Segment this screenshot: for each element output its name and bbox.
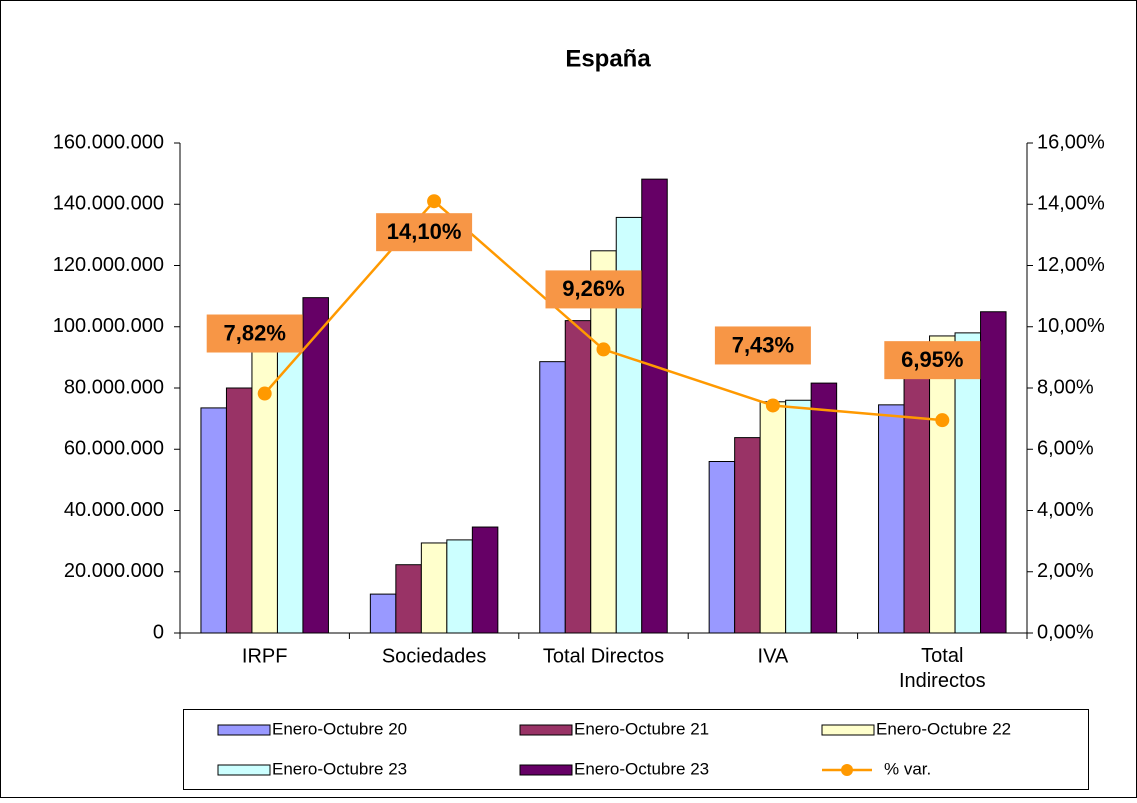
legend-label: Enero-Octubre 23: [272, 759, 407, 778]
line-point: [427, 194, 442, 209]
data-label-box: [884, 341, 981, 380]
bar: [759, 401, 787, 634]
bar: [734, 437, 761, 634]
y-tick-label: 160.000.000: [53, 131, 164, 153]
x-tick-label: Sociedades: [382, 645, 487, 667]
bar: [929, 335, 956, 634]
bar: [446, 539, 473, 634]
bar: [200, 407, 227, 634]
legend-swatch: [217, 764, 271, 776]
bar: [395, 564, 422, 634]
legend-swatch: [519, 764, 573, 776]
x-tick-label: IRPF: [242, 645, 288, 667]
y2-tick-label: 14,00%: [1037, 193, 1105, 215]
y2-tick-label: 2,00%: [1037, 560, 1094, 582]
data-label: 7,82%: [224, 320, 286, 345]
bar: [954, 332, 982, 634]
data-label-box: [714, 326, 811, 365]
legend-label: % var.: [884, 759, 931, 778]
bar: [708, 461, 736, 634]
legend-label: Enero-Octubre 20: [272, 719, 407, 738]
data-label: 14,10%: [387, 219, 462, 244]
line-point: [935, 413, 950, 428]
bar: [369, 593, 397, 634]
y2-tick-label: 6,00%: [1037, 438, 1094, 460]
line-point: [765, 398, 780, 413]
line-point: [257, 386, 272, 401]
data-label-box: [206, 314, 303, 353]
bar: [276, 320, 304, 634]
x-tick-label: Total Indirectos: [899, 645, 986, 692]
bar: [641, 178, 668, 634]
legend-label: Enero-Octubre 21: [574, 719, 709, 738]
y-tick-label: 60.000.000: [64, 438, 164, 460]
bar: [878, 404, 905, 634]
y-tick-label: 20.000.000: [64, 560, 164, 582]
legend-label: Enero-Octubre 22: [876, 719, 1011, 738]
bar: [785, 399, 812, 634]
x-tick-label: IVA: [758, 645, 789, 667]
bar: [980, 311, 1007, 634]
legend-swatch: [821, 724, 875, 736]
bar: [225, 387, 253, 634]
y2-tick-label: 4,00%: [1037, 499, 1094, 521]
bar: [564, 320, 592, 634]
y2-tick-label: 8,00%: [1037, 376, 1094, 398]
legend: [183, 709, 1089, 790]
y-tick-label: 0: [153, 621, 164, 643]
data-label-box: [545, 270, 642, 309]
line-point: [596, 342, 611, 357]
legend-swatch: [519, 724, 573, 736]
legend-swatch: [217, 724, 271, 736]
bar: [590, 250, 617, 634]
y2-tick-label: 12,00%: [1037, 254, 1105, 276]
y-tick-label: 80.000.000: [64, 376, 164, 398]
bar: [903, 374, 931, 634]
data-label: 6,95%: [901, 347, 963, 372]
y2-tick-label: 10,00%: [1037, 315, 1105, 337]
legend-label: Enero-Octubre 23: [574, 759, 709, 778]
x-tick-label: Total Directos: [543, 645, 664, 667]
y-tick-label: 140.000.000: [53, 193, 164, 215]
chart-title: España: [565, 45, 651, 72]
y-tick-label: 120.000.000: [53, 254, 164, 276]
data-label: 9,26%: [562, 276, 624, 301]
bar: [471, 526, 499, 634]
bar: [810, 382, 838, 634]
y2-tick-label: 0,00%: [1037, 621, 1094, 643]
legend-marker: [841, 764, 853, 776]
y-tick-label: 40.000.000: [64, 499, 164, 521]
data-label-box: [376, 213, 473, 252]
bar: [539, 361, 566, 634]
y-tick-label: 100.000.000: [53, 315, 164, 337]
data-label: 7,43%: [732, 332, 794, 357]
bar: [302, 297, 329, 634]
bar: [420, 542, 448, 634]
y2-tick-label: 16,00%: [1037, 131, 1105, 153]
